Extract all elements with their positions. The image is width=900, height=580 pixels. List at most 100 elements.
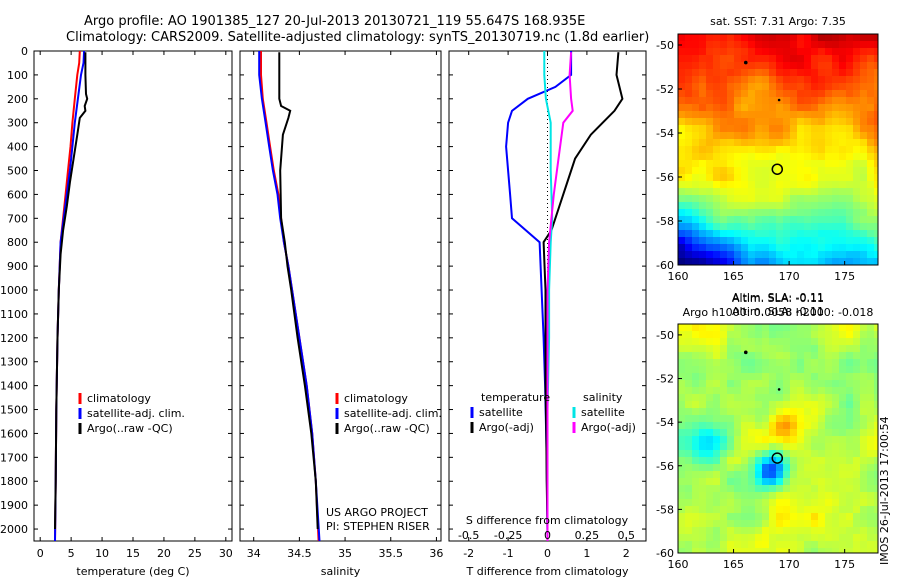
sst_map-cell xyxy=(839,146,847,154)
sst_map-cell xyxy=(867,153,875,161)
sst_map-cell xyxy=(783,216,791,224)
sst_map-cell xyxy=(839,216,847,224)
sst_map-cell xyxy=(692,174,700,182)
sst_map-xtick-label: 160 xyxy=(668,270,689,283)
sla_map-cell xyxy=(783,450,791,458)
sla_map-cell xyxy=(755,429,763,437)
sst_map-cell xyxy=(720,34,728,42)
sla_map-cell xyxy=(685,345,693,353)
sst_map-cell xyxy=(741,125,749,133)
sst_map-cell xyxy=(748,90,756,98)
sst_map-cell xyxy=(874,223,879,231)
sst_map-cell xyxy=(762,153,770,161)
sst_map-cell xyxy=(825,76,833,84)
sla_map-cell xyxy=(818,324,826,332)
sst_map-cell xyxy=(867,69,875,77)
sst_map-cell xyxy=(685,202,693,210)
sst_map-cell xyxy=(839,167,847,175)
sla_map-cell xyxy=(867,492,875,500)
sst_map-cell xyxy=(846,125,854,133)
sla_map-cell xyxy=(776,338,784,346)
sst_map-cell xyxy=(853,55,861,63)
sla_map-cell xyxy=(846,527,854,535)
sla_map-cell xyxy=(804,527,812,535)
sst_map-cell xyxy=(685,209,693,217)
sla_map-cell xyxy=(797,492,805,500)
sla_map-cell xyxy=(776,443,784,451)
sla_map-cell xyxy=(811,394,819,402)
sla_map-cell xyxy=(853,513,861,521)
sla_map-cell xyxy=(804,520,812,528)
sla_map-cell xyxy=(790,457,798,465)
sst_map-cell xyxy=(755,104,763,112)
sla_map-cell xyxy=(790,450,798,458)
sla_map-cell xyxy=(741,485,749,493)
sst_map-cell xyxy=(727,104,735,112)
sla_map-cell xyxy=(874,450,879,458)
difference-xtick-label: 2 xyxy=(623,547,630,560)
sla_map-cell xyxy=(874,527,879,535)
sst_map-cell xyxy=(755,76,763,84)
sla_map-cell xyxy=(853,485,861,493)
sst_map-cell xyxy=(804,153,812,161)
sla_map-cell xyxy=(811,520,819,528)
sla_map-field xyxy=(678,324,879,554)
sst_map-cell xyxy=(825,258,833,266)
sst_map-cell xyxy=(776,230,784,238)
sla_map-cell xyxy=(832,485,840,493)
sla_map-cell xyxy=(685,401,693,409)
sst_map-cell xyxy=(741,237,749,245)
sla_map-cell xyxy=(867,352,875,360)
sla_map-cell xyxy=(874,541,879,549)
sst_map-cell xyxy=(685,237,693,245)
sst_map-cell xyxy=(790,167,798,175)
sla_map-cell xyxy=(741,373,749,381)
sst_map-cell xyxy=(734,216,742,224)
sla_map-cell xyxy=(846,331,854,339)
sla_map-cell xyxy=(867,485,875,493)
sst_map-cell xyxy=(804,139,812,147)
sla_map-cell xyxy=(734,513,742,521)
sst_map-cell xyxy=(867,258,875,266)
sst_map-cell xyxy=(706,174,714,182)
sst_map-cell xyxy=(860,76,868,84)
sla_map-cell xyxy=(678,387,686,395)
sla_map-cell xyxy=(699,450,707,458)
sst_map-cell xyxy=(825,97,833,105)
sst_map-cell xyxy=(755,41,763,49)
sla_map-cell xyxy=(867,478,875,486)
sla_map-cell xyxy=(853,527,861,535)
sst_map-cell xyxy=(741,188,749,196)
sst_map-cell xyxy=(860,48,868,56)
sla_map-cell xyxy=(860,492,868,500)
sla_map-cell xyxy=(748,485,756,493)
sla_map-cell xyxy=(748,457,756,465)
sla_map-cell xyxy=(762,338,770,346)
sst_map-cell xyxy=(685,146,693,154)
sst_map-cell xyxy=(734,230,742,238)
sst_map-cell xyxy=(804,216,812,224)
sst_map-cell xyxy=(727,153,735,161)
sst_map-cell xyxy=(839,104,847,112)
salinity-xlabel: salinity xyxy=(321,565,361,578)
sst_map-cell xyxy=(839,209,847,217)
sla_map-cell xyxy=(811,380,819,388)
sla_map-cell xyxy=(783,464,791,472)
sst_map-cell xyxy=(748,111,756,119)
sst_map-cell xyxy=(776,55,784,63)
sla_map-cell xyxy=(860,450,868,458)
sst_map-cell xyxy=(762,181,770,189)
sla_map-cell xyxy=(727,331,735,339)
sst_map-cell xyxy=(867,202,875,210)
sla_map-ytick-label: -58 xyxy=(656,503,674,516)
sla_map-cell xyxy=(755,457,763,465)
sst_map-cell xyxy=(790,118,798,126)
sst_map-cell xyxy=(720,118,728,126)
sst_map-cell xyxy=(860,104,868,112)
sla_map-cell xyxy=(783,478,791,486)
sst_map-cell xyxy=(811,62,819,70)
sla_map-cell xyxy=(790,506,798,514)
sst_map-cell xyxy=(713,111,721,119)
sla_map-cell xyxy=(713,457,721,465)
sst_map-cell xyxy=(790,216,798,224)
